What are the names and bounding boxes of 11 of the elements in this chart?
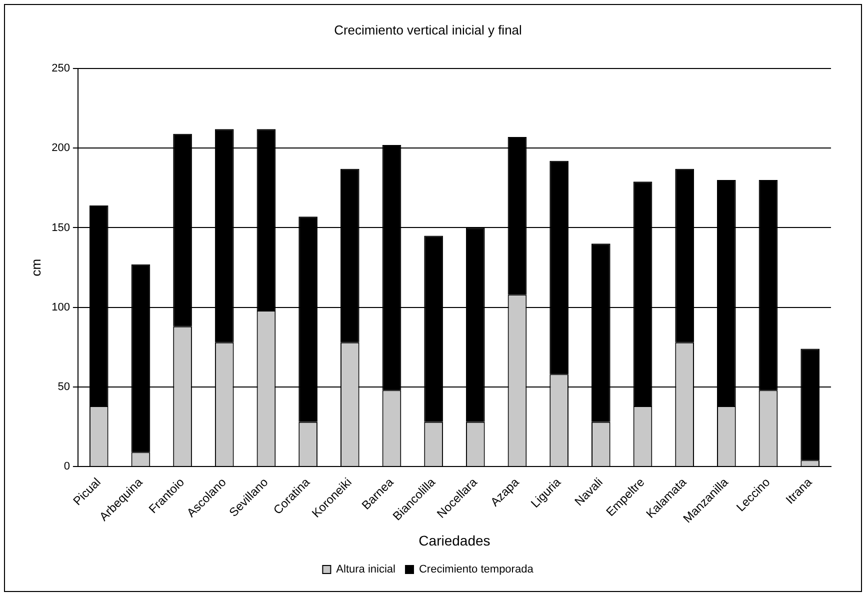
y-axis-title: cm [28,258,44,276]
y-tick-label: 0 [64,460,70,472]
x-axis-title: Cariedades [418,532,490,548]
legend-label: Crecimiento temporada [418,564,534,576]
y-tick-label: 200 [52,142,70,154]
y-tick-label: 150 [52,222,70,234]
y-tick-label: 250 [52,62,70,75]
legend-label: Altura inicial [336,564,396,576]
chart-title: Crecimiento vertical inicial y final [334,22,522,38]
y-tick-label: 100 [52,301,70,314]
y-tick-label: 50 [58,380,70,393]
